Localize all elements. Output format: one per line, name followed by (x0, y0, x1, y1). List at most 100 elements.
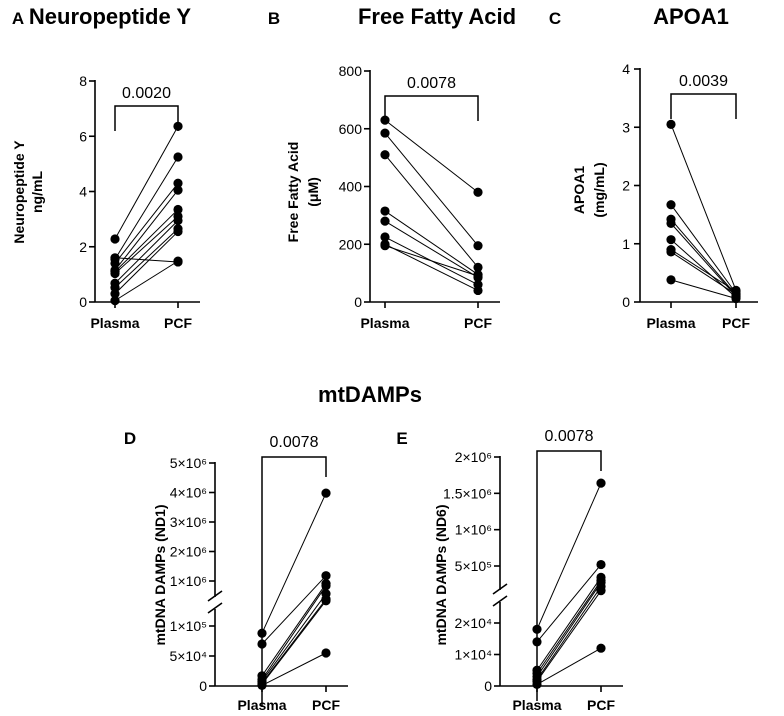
panel-b-xtick-label: PCF (464, 315, 492, 331)
panel-c-point-plasma (666, 200, 676, 210)
panel-d-point-pcf (321, 488, 331, 498)
panel-d-significance-bracket (261, 456, 327, 707)
panel-a-ylabel: ng/mL (29, 171, 45, 213)
panel-b-point-plasma (380, 241, 390, 251)
panel-c-xtick-label: Plasma (646, 315, 695, 331)
panel-e-pair-line (536, 577, 602, 671)
panel-b-point-pcf (473, 241, 483, 251)
panel-a-title: Neuropeptide Y (29, 4, 192, 29)
panel-e-ytick-label: 2×10⁴ (454, 615, 492, 631)
panel-b-pair-line (384, 220, 479, 278)
panel-d-ytick-label: 4×10⁶ (170, 485, 207, 501)
panel-c-ylabel: (mg/mL) (591, 162, 607, 217)
panel-a-ytick-label: 8 (79, 73, 87, 89)
panel-c-point-plasma (666, 235, 676, 245)
panel-a-significance-bracket (114, 105, 179, 131)
panel-c-ytick-label: 2 (622, 178, 630, 194)
panel-a-pair-line (114, 182, 179, 264)
panel-d-ytick-label: 1×10⁶ (170, 573, 207, 589)
panel-e-xtick-label: Plasma (512, 697, 561, 713)
panel-a-point-plasma (110, 234, 120, 244)
panel-c-significance-bracket (670, 93, 737, 119)
panel-e-axis-break-mark (492, 583, 508, 595)
panel-d-ytick-label: 5×10⁴ (169, 648, 207, 664)
panel-a-point-pcf (173, 185, 183, 195)
panel-b-point-plasma (380, 150, 390, 160)
panel-a-xtick-label: PCF (164, 315, 192, 331)
panel-b-ytick-label: 800 (339, 63, 363, 79)
panel-b-title: Free Fatty Acid (358, 4, 516, 29)
panel-a-point-plasma (110, 289, 120, 299)
panel-a-pair-line (114, 231, 179, 295)
panel-d-pair-line (261, 598, 327, 684)
panel-e-point-pcf (596, 559, 606, 570)
panel-e-ytick-label: 5×10⁵ (455, 558, 492, 574)
panel-e-ytick-label: 0 (484, 678, 492, 694)
panel-b-pair-line (384, 210, 479, 275)
panel-c-point-pcf (731, 293, 741, 304)
panel-e-pair-line (536, 590, 602, 682)
panel-c-pair-line (670, 251, 737, 295)
panel-c-pair-line (670, 204, 737, 294)
panel-a-pair-line (114, 228, 179, 289)
panel-c-pair-line (670, 249, 737, 292)
panel-e-pair-line (536, 482, 602, 630)
panel-b-significance-bracket (384, 95, 479, 121)
panel-b-ylabel: (μM) (305, 177, 321, 207)
panel-b-point-plasma (380, 232, 390, 242)
panel-b-ylabel: Free Fatty Acid (285, 142, 301, 243)
panel-e-pair-line (536, 647, 602, 685)
panel-a-point-pcf (173, 178, 183, 188)
panel-e-ylabel: mtDNA DAMPs (ND6) (433, 504, 449, 645)
panel-e-pair-line (536, 564, 602, 643)
panel-d-point-pcf (321, 571, 331, 581)
panel-a-ytick-label: 6 (79, 128, 87, 144)
panel-e-p-value: 0.0078 (545, 428, 594, 445)
panel-b-pair-line (384, 132, 479, 247)
panel-b-point-plasma (380, 128, 390, 138)
panel-c-point-plasma (666, 218, 676, 228)
panel-a-pair-line (114, 156, 179, 260)
panel-b-ytick-label: 400 (339, 179, 363, 195)
panel-b-point-pcf (473, 187, 483, 197)
panel-a-pair-line (114, 209, 179, 272)
panel-b-xtick-label: Plasma (360, 315, 409, 331)
panel-d-xtick-label: PCF (312, 697, 340, 713)
panel-a-ytick-label: 0 (79, 294, 87, 310)
panel-a-pair-line (114, 260, 179, 302)
panel-a-point-pcf (173, 215, 183, 226)
panel-c-ytick-label: 3 (622, 119, 630, 135)
panel-b-pair-line (384, 154, 479, 268)
panel-d-axis-break-mark (207, 602, 223, 614)
panel-d-ylabel: mtDNA DAMPs (ND1) (152, 504, 168, 645)
panel-c-ytick-label: 1 (622, 236, 630, 252)
panel-b-point-plasma (380, 216, 390, 226)
panel-c-title: APOA1 (653, 4, 729, 29)
section-title: mtDAMPs (318, 382, 422, 407)
panel-a-pair-line (114, 189, 179, 271)
panel-e-significance-bracket (536, 450, 602, 701)
panel-d-letter: D (124, 429, 136, 448)
panel-d-axis-break-mark (207, 590, 223, 602)
panel-d-pair-line (261, 652, 327, 686)
panel-a-ylabel: Neuropeptide Y (11, 140, 27, 244)
panel-d-pair-line (261, 575, 327, 645)
panel-d-pair-line (261, 585, 327, 680)
panel-b-point-pcf (473, 271, 483, 281)
panel-d-ytick-label: 2×10⁶ (170, 544, 207, 560)
panel-c-point-plasma (666, 247, 676, 257)
panel-a-point-plasma (110, 296, 120, 306)
panel-c-pair-line (670, 124, 737, 291)
panel-d-p-value: 0.0078 (270, 434, 319, 451)
panel-a-ytick-label: 4 (79, 184, 87, 200)
panel-b-ytick-label: 0 (354, 294, 362, 310)
panel-e-axis-break-mark (492, 595, 508, 607)
panel-b-point-pcf (473, 285, 483, 296)
panel-b-pair-line (384, 245, 479, 277)
panel-e-letter: E (396, 429, 407, 448)
panel-a-pair-line (114, 257, 179, 263)
panel-d-pair-line (261, 583, 327, 677)
panel-b-point-pcf (473, 262, 483, 272)
panel-b-ytick-label: 600 (339, 121, 363, 137)
